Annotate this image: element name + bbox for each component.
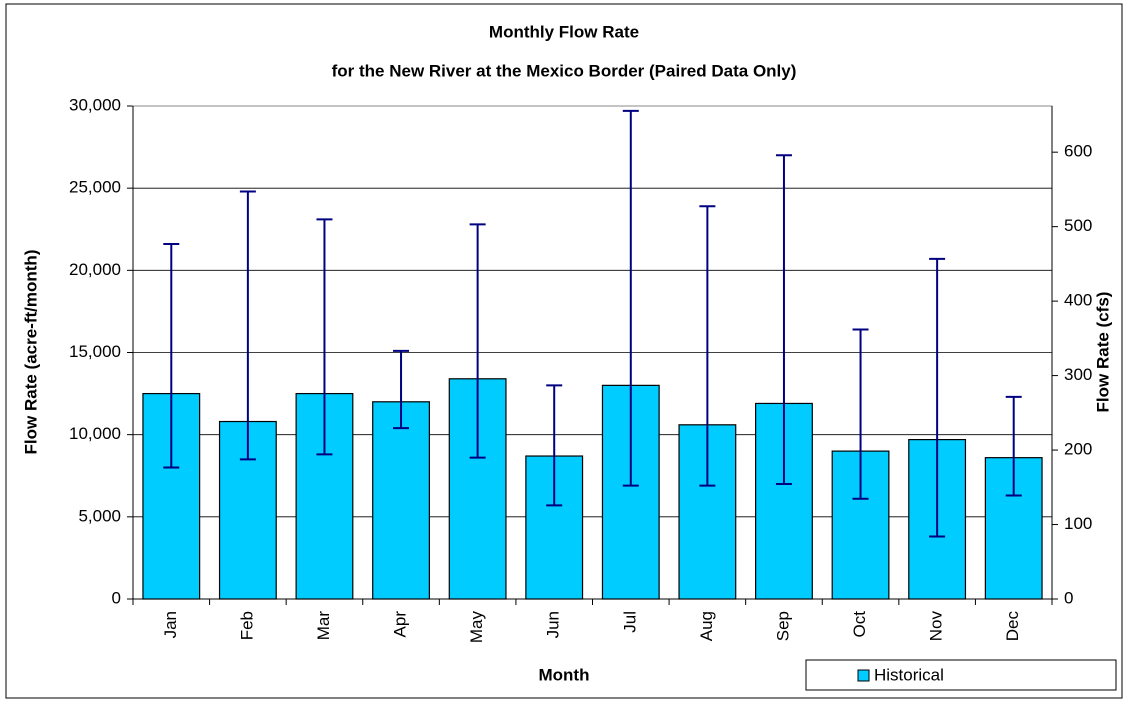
x-tick-label: Jun bbox=[544, 611, 563, 638]
y-tick-label: 25,000 bbox=[69, 178, 121, 197]
y-tick-label: 0 bbox=[112, 588, 121, 607]
y2-tick-label: 200 bbox=[1064, 440, 1092, 459]
chart-title: Monthly Flow Rate bbox=[489, 22, 639, 41]
legend-box bbox=[805, 659, 1117, 691]
y-axis-label: Flow Rate (acre-ft/month) bbox=[21, 250, 40, 455]
y2-tick-label: 100 bbox=[1064, 514, 1092, 533]
x-tick-label: Oct bbox=[850, 611, 869, 638]
bar bbox=[372, 401, 430, 600]
y-tick-label: 10,000 bbox=[69, 424, 121, 443]
y2-tick-label: 400 bbox=[1064, 291, 1092, 310]
x-axis-label: Month bbox=[539, 665, 590, 684]
y2-tick-label: 600 bbox=[1064, 142, 1092, 161]
y-tick-label: 5,000 bbox=[78, 506, 121, 525]
y2-tick-label: 500 bbox=[1064, 216, 1092, 235]
chart-subtitle: for the New River at the Mexico Border (… bbox=[332, 61, 797, 80]
x-tick-label: Aug bbox=[697, 611, 716, 641]
legend-swatch bbox=[857, 669, 870, 682]
x-tick-label: Dec bbox=[1003, 611, 1022, 642]
y2-axis-label: Flow Rate (cfs) bbox=[1093, 292, 1112, 413]
x-tick-label: Sep bbox=[773, 611, 792, 641]
y2-tick-label: 300 bbox=[1064, 365, 1092, 384]
legend-label: Historical bbox=[874, 665, 944, 684]
x-tick-label: May bbox=[467, 611, 486, 644]
y-tick-label: 15,000 bbox=[69, 342, 121, 361]
x-tick-label: Nov bbox=[927, 611, 946, 642]
x-tick-label: Jan bbox=[161, 611, 180, 638]
x-tick-label: Mar bbox=[314, 611, 333, 641]
x-tick-label: Jul bbox=[620, 611, 639, 633]
y2-tick-label: 0 bbox=[1064, 588, 1073, 607]
y-tick-label: 30,000 bbox=[69, 95, 121, 114]
x-tick-label: Feb bbox=[237, 611, 256, 640]
y-tick-label: 20,000 bbox=[69, 260, 121, 279]
x-tick-label: Apr bbox=[391, 611, 410, 638]
